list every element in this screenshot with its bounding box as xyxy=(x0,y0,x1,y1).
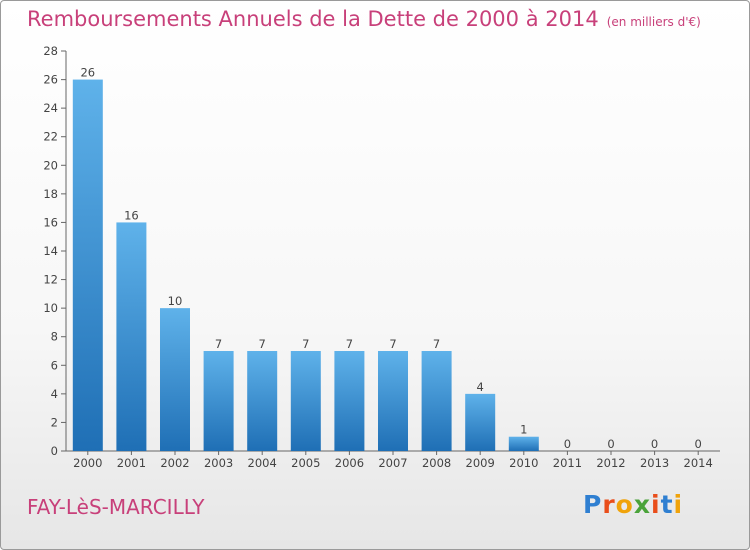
logo-letter: i xyxy=(673,490,684,519)
x-tick-label: 2010 xyxy=(509,456,538,470)
bar-value-label: 0 xyxy=(651,437,658,451)
x-tick-label: 2013 xyxy=(640,456,669,470)
x-tick-label: 2007 xyxy=(378,456,407,470)
bar xyxy=(203,351,234,451)
y-tick-label: 8 xyxy=(51,330,58,344)
chart-title: Remboursements Annuels de la Dette de 20… xyxy=(27,7,701,31)
y-tick-label: 26 xyxy=(43,73,58,87)
logo-letter: t xyxy=(660,490,674,519)
x-tick-label: 2003 xyxy=(204,456,233,470)
y-tick-label: 22 xyxy=(43,130,58,144)
logo-letter: i xyxy=(651,490,661,519)
bar-value-label: 1 xyxy=(520,423,527,437)
x-tick-label: 2001 xyxy=(117,456,146,470)
bar xyxy=(378,351,408,451)
bar xyxy=(508,436,539,451)
bar-value-label: 16 xyxy=(124,208,139,222)
y-tick-label: 0 xyxy=(51,444,58,458)
bar xyxy=(465,393,496,451)
x-tick-label: 2004 xyxy=(248,456,277,470)
bar xyxy=(334,351,365,451)
bar xyxy=(290,351,321,451)
bar xyxy=(421,351,452,451)
y-tick-label: 6 xyxy=(51,358,58,372)
bar-value-label: 7 xyxy=(215,337,222,351)
x-tick-label: 2014 xyxy=(684,456,713,470)
y-tick-label: 24 xyxy=(43,101,58,115)
bar-value-label: 7 xyxy=(259,337,266,351)
x-tick-label: 2012 xyxy=(596,456,625,470)
bar xyxy=(72,79,103,452)
logo-letter: x xyxy=(633,490,651,519)
chart-subtitle: (en milliers d'€) xyxy=(606,15,701,29)
bar xyxy=(247,351,278,451)
y-tick-label: 28 xyxy=(43,44,58,58)
logo-letter: r xyxy=(602,490,616,519)
bar-value-label: 0 xyxy=(564,437,571,451)
y-tick-label: 2 xyxy=(51,415,58,429)
bar-value-label: 0 xyxy=(695,437,702,451)
x-tick-label: 2002 xyxy=(160,456,189,470)
y-tick-label: 12 xyxy=(43,273,58,287)
bar-value-label: 0 xyxy=(607,437,614,451)
y-tick-label: 18 xyxy=(43,187,58,201)
bar xyxy=(160,308,190,451)
logo-letter: o xyxy=(615,490,634,519)
x-tick-label: 2008 xyxy=(422,456,451,470)
y-tick-label: 4 xyxy=(51,387,58,401)
bar-value-label: 26 xyxy=(80,66,95,80)
x-tick-label: 2000 xyxy=(73,456,102,470)
bar-value-label: 10 xyxy=(168,294,183,308)
y-tick-label: 16 xyxy=(43,215,58,229)
x-tick-label: 2005 xyxy=(291,456,320,470)
y-tick-label: 20 xyxy=(43,158,58,172)
bar-value-label: 4 xyxy=(477,380,484,394)
y-tick-label: 10 xyxy=(43,301,58,315)
bar-value-label: 7 xyxy=(346,337,353,351)
x-tick-label: 2006 xyxy=(335,456,364,470)
bar-value-label: 7 xyxy=(302,337,309,351)
proxiti-logo: Proxiti xyxy=(583,490,683,519)
bar-value-label: 7 xyxy=(433,337,440,351)
y-tick-label: 14 xyxy=(43,244,58,258)
logo-letter: P xyxy=(583,490,603,519)
x-tick-label: 2011 xyxy=(553,456,582,470)
commune-name: FAY-LèS-MARCILLY xyxy=(27,495,205,519)
bar xyxy=(116,222,147,451)
bar-value-label: 7 xyxy=(389,337,396,351)
x-tick-label: 2009 xyxy=(466,456,495,470)
chart-title-text: Remboursements Annuels de la Dette de 20… xyxy=(27,7,599,31)
